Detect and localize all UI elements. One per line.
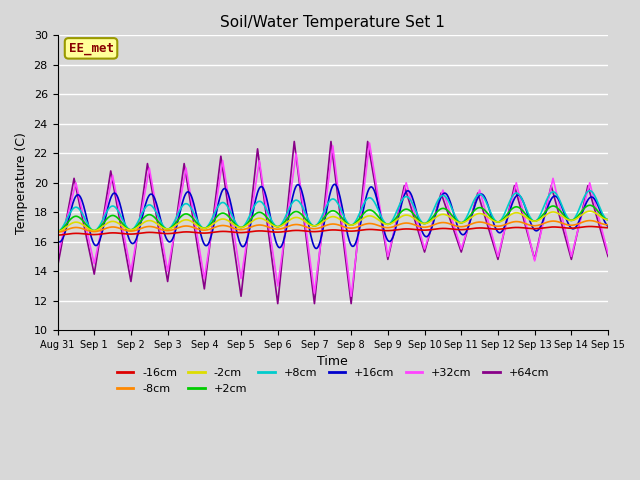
Title: Soil/Water Temperature Set 1: Soil/Water Temperature Set 1 bbox=[220, 15, 445, 30]
Y-axis label: Temperature (C): Temperature (C) bbox=[15, 132, 28, 234]
Legend: -16cm, -8cm, -2cm, +2cm, +8cm, +16cm, +32cm, +64cm: -16cm, -8cm, -2cm, +2cm, +8cm, +16cm, +3… bbox=[112, 364, 554, 398]
Text: EE_met: EE_met bbox=[68, 42, 113, 55]
X-axis label: Time: Time bbox=[317, 355, 348, 369]
